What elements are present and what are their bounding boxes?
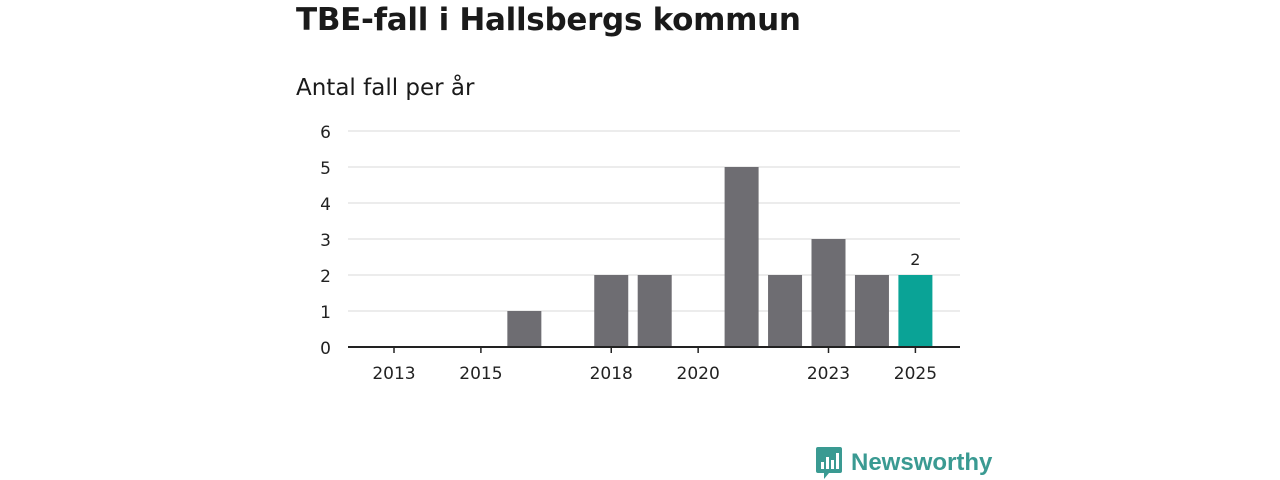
y-tick-label: 5 xyxy=(320,159,331,179)
x-tick-label: 2025 xyxy=(894,364,937,384)
x-tick-label: 2018 xyxy=(590,364,633,384)
bar-2021 xyxy=(724,167,759,347)
x-axis-ticks: 2013 2015 2018 2020 2023 2025 xyxy=(372,347,937,384)
x-tick-label: 2023 xyxy=(807,364,850,384)
y-tick-label: 4 xyxy=(320,195,331,215)
newsworthy-logo: Newsworthy xyxy=(815,446,992,480)
bar-2022 xyxy=(768,275,803,347)
data-label: 2 xyxy=(910,250,920,269)
chart-subtitle: Antal fall per år xyxy=(296,75,475,101)
x-tick-label: 2013 xyxy=(372,364,415,384)
x-tick-label: 2020 xyxy=(677,364,720,384)
data-labels: 2 xyxy=(910,250,920,269)
y-tick-label: 1 xyxy=(320,303,331,323)
newsworthy-chart-icon xyxy=(816,447,842,479)
bars xyxy=(507,167,933,347)
y-tick-label: 2 xyxy=(320,267,331,287)
bar-2025 xyxy=(898,275,933,347)
brand-name: Newsworthy xyxy=(851,449,993,476)
bar-2023 xyxy=(811,239,846,347)
chart-title: TBE-fall i Hallsbergs kommun xyxy=(296,2,801,38)
y-tick-label: 0 xyxy=(320,339,331,359)
bar-2018 xyxy=(594,275,629,347)
y-tick-label: 3 xyxy=(320,231,331,251)
x-tick-label: 2015 xyxy=(459,364,502,384)
bar-2024 xyxy=(854,275,889,347)
y-tick-label: 6 xyxy=(320,123,331,143)
bar-2019 xyxy=(637,275,672,347)
y-axis-ticks: 0 1 2 3 4 5 6 xyxy=(320,123,331,359)
bar-2016 xyxy=(507,311,542,347)
